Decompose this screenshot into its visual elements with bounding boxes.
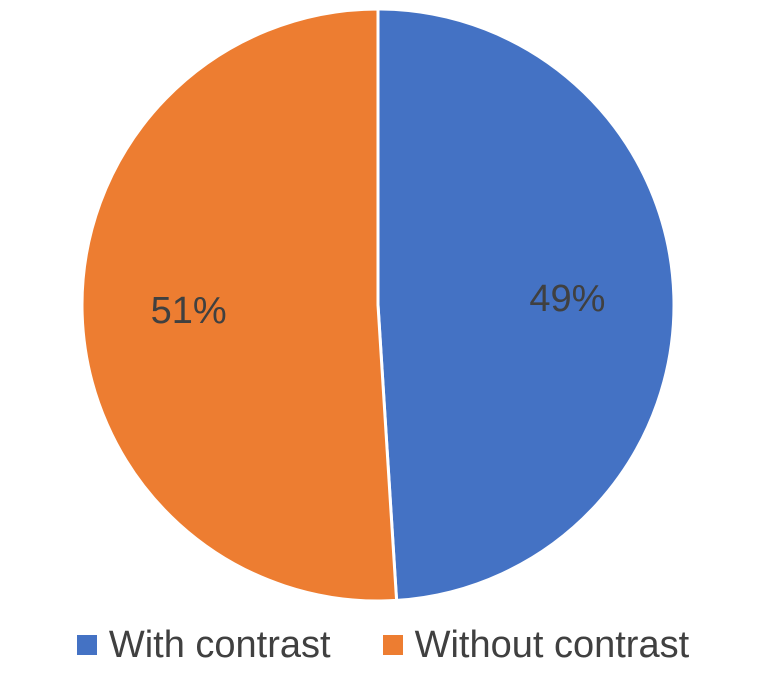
data-label-with-contrast: 49% (529, 278, 605, 320)
legend-label-with-contrast: With contrast (108, 623, 331, 666)
legend-swatch-with-contrast (76, 635, 97, 655)
legend-item-without-contrast: Without contrast (382, 623, 690, 667)
legend: With contrast Without contrast (0, 620, 766, 670)
legend-item-with-contrast: With contrast (76, 623, 331, 667)
pie-svg: 49% 51% (80, 7, 676, 603)
data-label-without-contrast: 51% (151, 290, 227, 332)
pie-slice-with-contrast (376, 7, 676, 602)
legend-label-without-contrast: Without contrast (414, 623, 690, 666)
legend-swatch-without-contrast (382, 635, 403, 655)
pie-slice-without-contrast (80, 7, 399, 603)
